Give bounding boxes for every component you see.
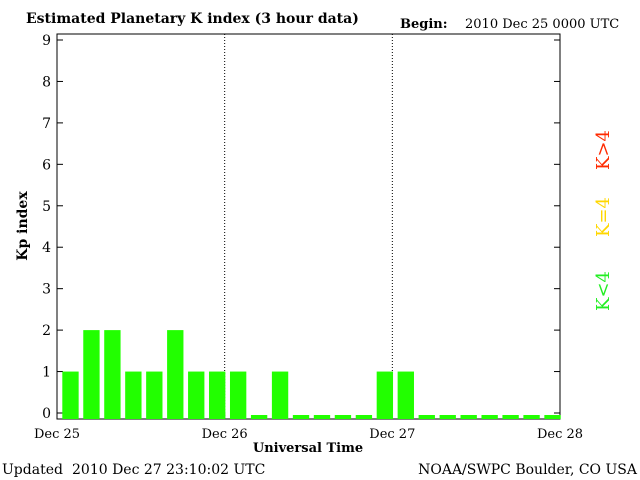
source-credit: NOAA/SWPC Boulder, CO USA [418, 462, 638, 478]
kp-bar [502, 415, 519, 419]
legend-k-greater-4: K>4 [593, 130, 614, 170]
kp-bar [167, 330, 184, 419]
y-tick-label: 8 [42, 74, 51, 90]
chart-title: Estimated Planetary K index (3 hour data… [26, 11, 359, 27]
kp-bar [62, 371, 79, 419]
x-axis-label: Universal Time [253, 441, 363, 456]
kp-bar [397, 371, 414, 419]
y-tick-label: 7 [42, 116, 51, 132]
kp-bar [355, 415, 373, 419]
legend-k-equal-4: K=4 [593, 197, 614, 237]
y-tick-label: 6 [42, 157, 51, 173]
kp-bar [125, 371, 142, 419]
begin-label: Begin: [400, 17, 448, 32]
kp-bar [104, 330, 121, 419]
kp-bar [544, 415, 561, 419]
kp-bar [250, 415, 268, 419]
x-tick-label: Dec 25 [34, 427, 80, 442]
y-tick-label: 1 [42, 365, 51, 381]
kp-bar [481, 415, 498, 419]
kp-bars [62, 330, 561, 419]
y-axis-label: Kp index [15, 191, 31, 261]
updated-value: 2010 Dec 27 23:10:02 UTC [72, 462, 265, 478]
y-axis: 0 1 2 3 4 5 6 7 8 9 [42, 33, 560, 422]
kp-bar [376, 371, 394, 419]
kp-bar [460, 415, 477, 419]
x-tick-label: Dec 27 [369, 427, 415, 442]
y-tick-label: 9 [42, 33, 51, 49]
plot-frame [56, 33, 561, 420]
y-tick-label: 0 [42, 406, 51, 422]
kp-bar [188, 371, 205, 419]
kp-bar [271, 371, 289, 419]
x-tick-label: Dec 28 [537, 427, 583, 442]
x-axis: Dec 25 Dec 26 Dec 27 Dec 28 [34, 413, 583, 442]
kp-bar [313, 415, 331, 419]
kp-bar [334, 415, 352, 419]
kp-bar [523, 415, 540, 419]
y-tick-label: 4 [42, 240, 51, 256]
x-tick-label: Dec 26 [202, 427, 248, 442]
kp-bar [209, 371, 226, 419]
y-tick-label: 5 [42, 199, 51, 215]
kp-bar [439, 415, 456, 419]
legend-k-less-4: K<4 [593, 271, 614, 311]
y-tick-label: 3 [42, 282, 51, 298]
day-dividers [224, 34, 393, 419]
kp-bar [229, 371, 247, 419]
kp-bar [418, 415, 435, 419]
kp-bar [146, 371, 163, 419]
kp-bar [292, 415, 310, 419]
y-tick-label: 2 [42, 323, 51, 339]
updated-label: Updated [2, 462, 63, 478]
begin-value: 2010 Dec 25 0000 UTC [465, 17, 619, 32]
kp-bar [83, 330, 100, 419]
